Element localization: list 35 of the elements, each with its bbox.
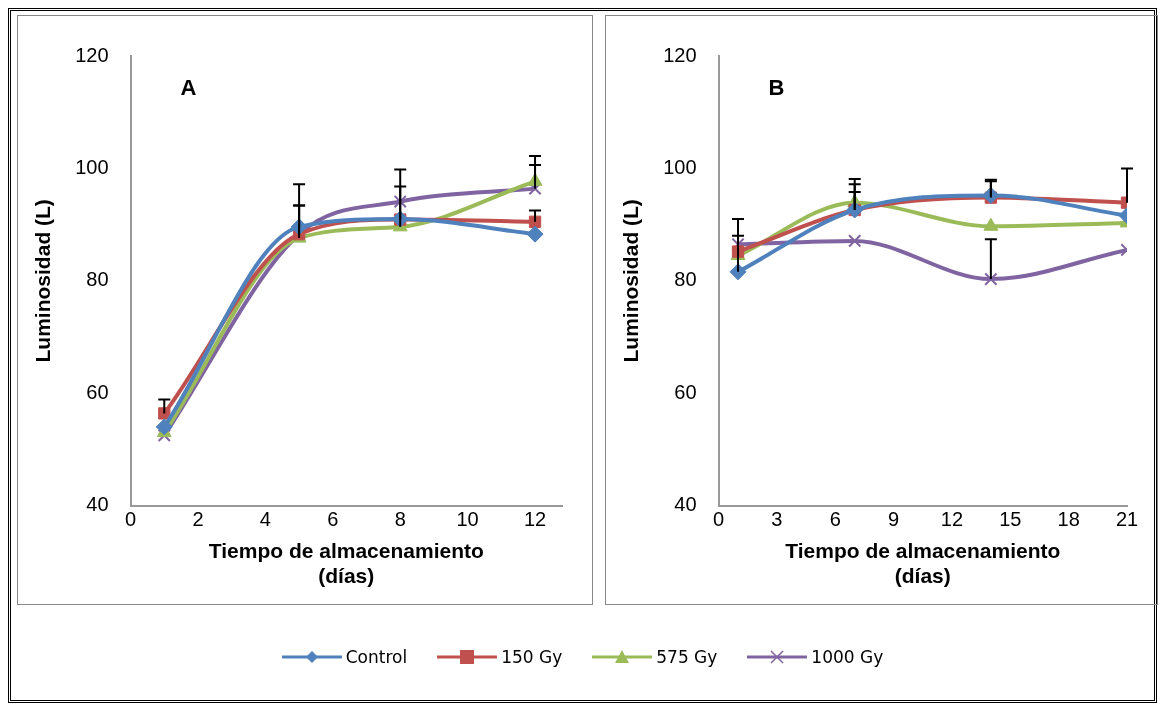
y-tick-label: 40 (674, 493, 697, 516)
x-tick-label: 6 (829, 508, 841, 531)
y-tick-label: 100 (75, 155, 109, 178)
legend-label: Control (345, 647, 408, 667)
x-tick-label: 9 (888, 508, 900, 531)
y-tick-label: 120 (75, 43, 109, 66)
x-tick-label: 12 (940, 508, 964, 531)
y-tick-label: 60 (674, 380, 697, 403)
y-tick-label: 60 (86, 380, 109, 403)
x-tick-label: 3 (771, 508, 783, 531)
y-axis-title: Luminosidad (L) (619, 199, 643, 363)
annotation: A (180, 75, 197, 101)
x-tick-label: 12 (523, 508, 547, 531)
annotation: B (768, 75, 785, 101)
x-axis-title: Tiempo de almacenamiento (días) (208, 539, 484, 588)
x-tick-label: 0 (713, 508, 725, 531)
x-tick-label: 0 (125, 508, 137, 531)
x-tick-label: 4 (259, 508, 271, 531)
x-tick-label: 6 (327, 508, 339, 531)
y-tick-label: 100 (663, 155, 697, 178)
y-axis-title: Luminosidad (L) (31, 199, 55, 363)
y-tick-label: 120 (663, 43, 697, 66)
legend-label: 1000 Gy (811, 647, 884, 667)
legend-label: 150 Gy (501, 647, 563, 667)
x-tick-label: 15 (999, 508, 1022, 531)
y-tick-label: 80 (86, 268, 109, 291)
legend-label: 575 Gy (656, 647, 718, 667)
x-tick-label: 2 (192, 508, 204, 531)
y-tick-label: 80 (674, 268, 697, 291)
x-tick-label: 21 (1115, 508, 1139, 531)
x-tick-label: 10 (456, 508, 479, 531)
y-tick-label: 40 (86, 493, 109, 516)
x-tick-label: 18 (1057, 508, 1080, 531)
x-axis-title: Tiempo de almacenamiento (días) (785, 539, 1061, 588)
x-tick-label: 8 (394, 508, 406, 531)
